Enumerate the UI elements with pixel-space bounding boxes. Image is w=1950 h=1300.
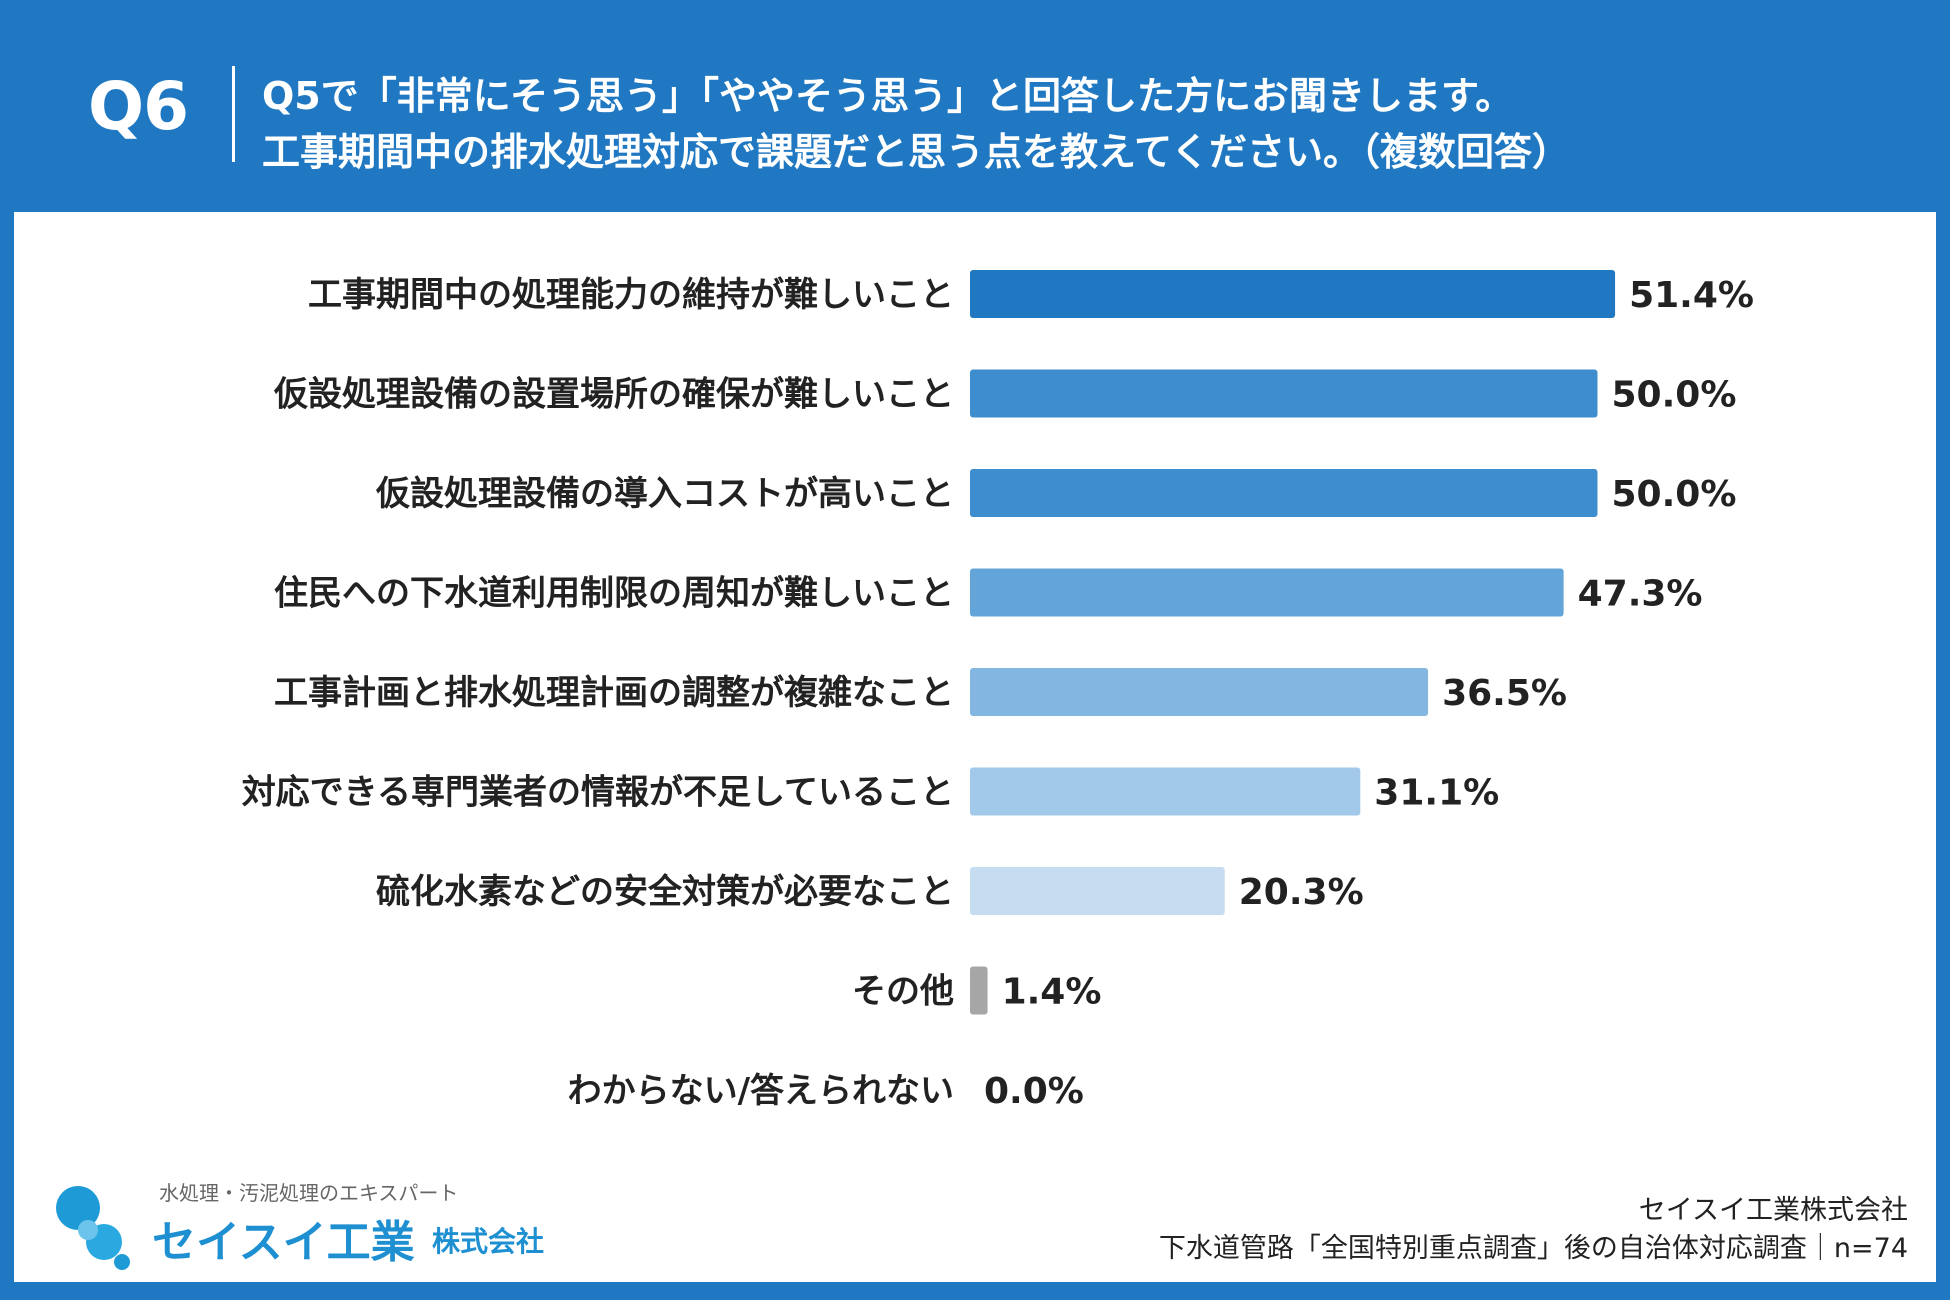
value-label: 47.3% [1578, 574, 1703, 615]
footer: セイスイ工業株式会社 下水道管路「全国特別重点調査」後の自治体対応調査｜n=74 [1159, 1192, 1908, 1268]
value-label: 51.4% [1629, 275, 1754, 316]
company-logo: 水処理・汚泥処理のエキスパート セイスイ工業 株式会社 [54, 1172, 614, 1272]
bar [970, 568, 1564, 617]
question-number: Q6 [88, 68, 189, 145]
logo-company-name: セイスイ工業 [152, 1217, 415, 1268]
footer-company: セイスイ工業株式会社 [1638, 1195, 1908, 1226]
value-label: 0.0% [984, 1071, 1084, 1112]
header-divider [232, 66, 235, 162]
footer-source: 下水道管路「全国特別重点調査」後の自治体対応調査｜n=74 [1158, 1233, 1908, 1264]
category-label: 住民への下水道利用制限の周知が難しいこと [274, 574, 954, 614]
category-label: その他 [852, 972, 954, 1012]
bar [970, 270, 1616, 318]
question-line-1: Q5で「非常にそう思う」「ややそう思う」と回答した方にお聞きします。 [262, 74, 1514, 118]
category-label: 仮設処理設備の設置場所の確保が難しいこと [273, 375, 954, 415]
category-label: 仮設処理設備の導入コストが高いこと [375, 474, 954, 514]
bar [970, 369, 1598, 418]
header: Q6 Q5で「非常にそう思う」「ややそう思う」と回答した方にお聞きします。 工事… [0, 0, 1950, 210]
bar [970, 668, 1429, 716]
category-label: 硫化水素などの安全対策が必要なこと [376, 872, 954, 912]
value-label: 50.0% [1612, 474, 1737, 515]
value-label: 20.3% [1239, 872, 1364, 913]
bar [970, 966, 988, 1015]
question-line-2: 工事期間中の排水処理対応で課題だと思う点を教えてください。（複数回答） [262, 130, 1570, 174]
category-label: 工事計画と排水処理計画の調整が複雑なこと [274, 673, 954, 713]
water-drops-logo-icon [56, 1186, 130, 1270]
value-label: 31.1% [1374, 773, 1499, 814]
logo-tagline: 水処理・汚泥処理のエキスパート [159, 1181, 459, 1205]
value-label: 50.0% [1612, 375, 1737, 416]
value-label: 36.5% [1442, 673, 1567, 714]
category-label: 対応できる専門業者の情報が不足していること [242, 773, 954, 813]
bar [970, 867, 1225, 915]
value-label: 1.4% [1002, 972, 1102, 1013]
question-text: Q5で「非常にそう思う」「ややそう思う」と回答した方にお聞きします。 工事期間中… [262, 68, 1922, 180]
logo-company-suffix: 株式会社 [432, 1225, 545, 1258]
chart-panel: 工事期間中の処理能力の維持が難しいこと 51.4% 仮設処理設備の設置場所の確保が難… [14, 212, 1936, 1282]
bar [970, 767, 1361, 816]
category-label: 工事期間中の処理能力の維持が難しいこと [308, 275, 954, 315]
bar-chart: 工事期間中の処理能力の維持が難しいこと 51.4% 仮設処理設備の設置場所の確保が難… [242, 270, 1754, 1112]
category-label: わからない/答えられない [568, 1071, 954, 1111]
bar [970, 469, 1598, 517]
